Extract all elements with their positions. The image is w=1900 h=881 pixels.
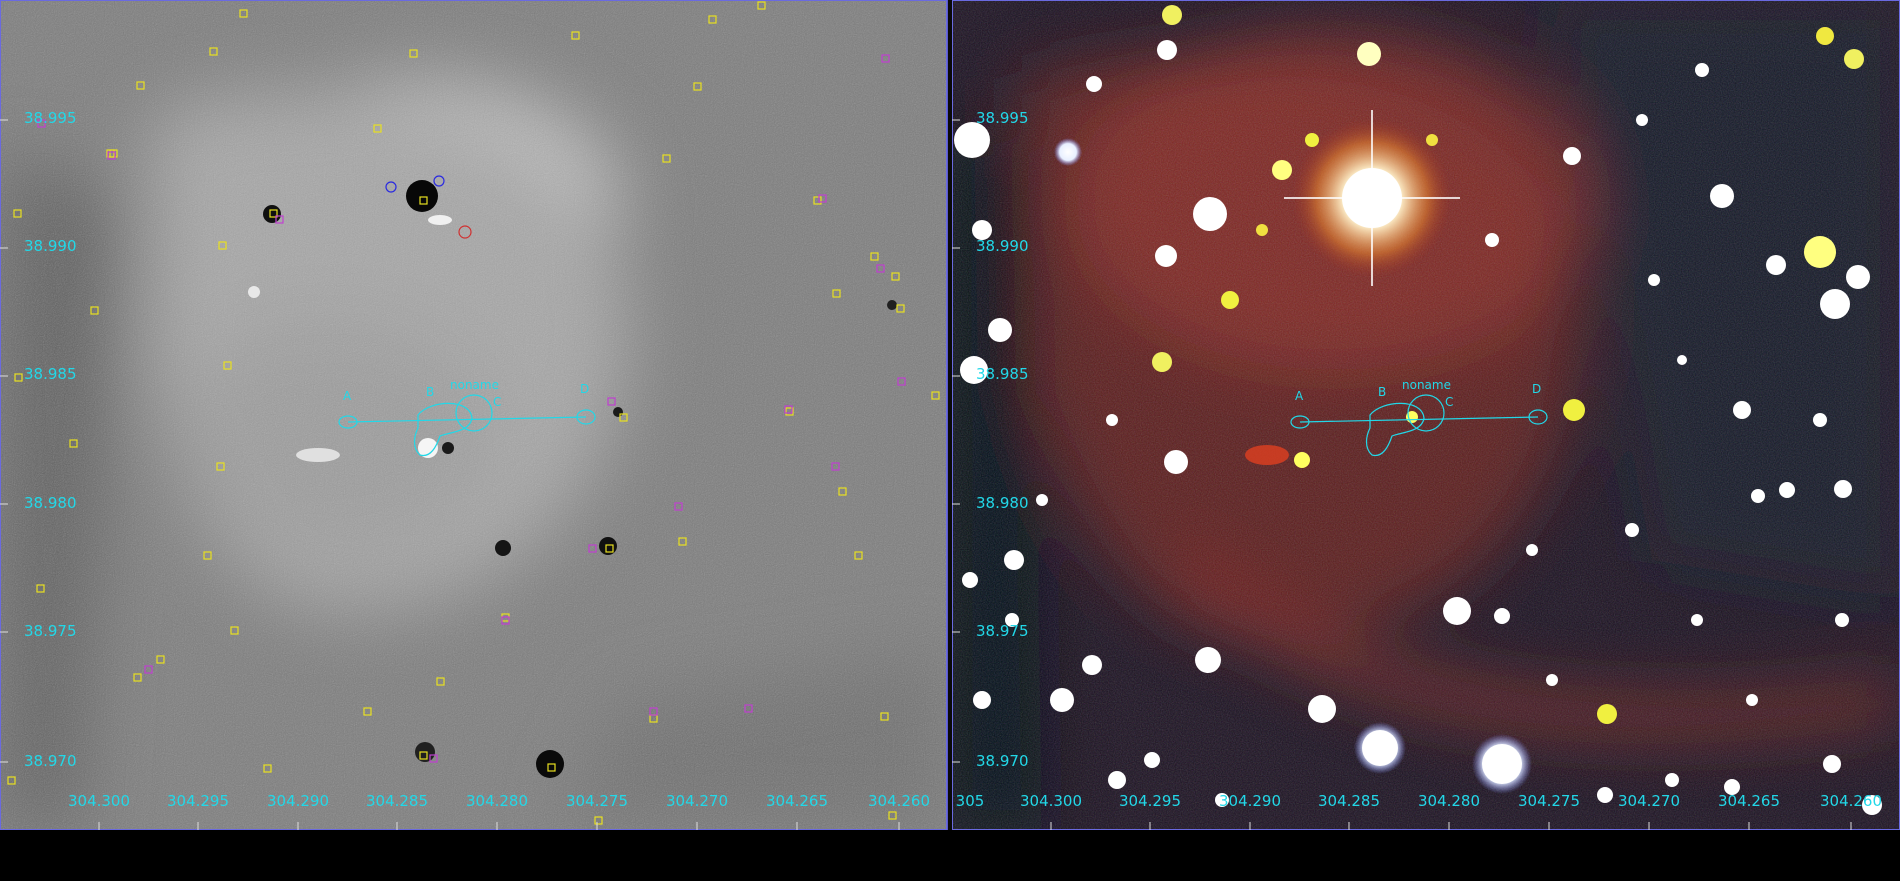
source-label-d: D <box>580 382 589 396</box>
ra-label: 304.275 <box>566 792 628 810</box>
dec-label: 38.975 <box>24 622 77 640</box>
catalog-box-markers <box>7 1 940 825</box>
source-region-overlay <box>338 394 596 457</box>
source-label-b: B <box>1378 385 1386 399</box>
dec-label: 38.985 <box>976 365 1029 383</box>
ra-label: 304.265 <box>1718 792 1780 810</box>
ra-label: 304.265 <box>766 792 828 810</box>
dec-label: 38.980 <box>24 494 77 512</box>
red-knot <box>1245 445 1289 465</box>
region-circle-red <box>458 225 472 239</box>
ra-label: 304.260 <box>1820 792 1882 810</box>
dec-label: 38.975 <box>976 622 1029 640</box>
ra-label: 304.270 <box>1618 792 1680 810</box>
dec-label: 38.980 <box>976 494 1029 512</box>
source-label-noname: noname <box>1402 378 1451 392</box>
ra-label: 304.280 <box>466 792 528 810</box>
color-composite-image: A B noname C D 38.995 38.990 38.985 38.9… <box>952 0 1900 830</box>
source-label-c: C <box>493 395 501 409</box>
ra-label: 304.290 <box>1219 792 1281 810</box>
ra-label: 304.270 <box>666 792 728 810</box>
color-image-panel[interactable]: A B noname C D 38.995 38.990 38.985 38.9… <box>952 0 1900 830</box>
ra-label: 304.300 <box>68 792 130 810</box>
dec-label: 38.970 <box>976 752 1029 770</box>
ra-label: 305 <box>956 792 985 810</box>
dec-label: 38.990 <box>24 237 77 255</box>
star-field <box>954 5 1882 815</box>
catalog-magenta-markers <box>37 54 906 763</box>
dec-label: 38.995 <box>24 109 77 127</box>
ra-label: 304.300 <box>1020 792 1082 810</box>
ra-label: 304.275 <box>1518 792 1580 810</box>
grayscale-image-panel[interactable]: A B noname C D <box>0 0 947 830</box>
source-label-a: A <box>343 389 352 403</box>
source-region-overlay <box>1290 394 1548 457</box>
source-label-a: A <box>1295 389 1304 403</box>
ra-label: 304.285 <box>1318 792 1380 810</box>
grayscale-image: A B noname C D <box>0 0 947 830</box>
dec-label: 38.970 <box>24 752 77 770</box>
ra-label: 304.295 <box>1119 792 1181 810</box>
ra-label: 304.260 <box>868 792 930 810</box>
source-label-b: B <box>426 385 434 399</box>
ra-label: 304.290 <box>267 792 329 810</box>
axis-ticks <box>0 119 900 830</box>
dec-label: 38.990 <box>976 237 1029 255</box>
source-label-c: C <box>1445 395 1453 409</box>
bottom-bar <box>0 830 1900 881</box>
frame-border <box>0 0 947 830</box>
region-circle-blue <box>433 175 445 187</box>
dec-label: 38.985 <box>24 365 77 383</box>
ra-label: 304.280 <box>1418 792 1480 810</box>
panel-divider <box>947 0 953 830</box>
ra-label: 304.285 <box>366 792 428 810</box>
axis-ticks <box>952 119 1852 830</box>
source-label-d: D <box>1532 382 1541 396</box>
bright-star <box>1284 110 1460 286</box>
ra-label: 304.295 <box>167 792 229 810</box>
source-label-noname: noname <box>450 378 499 392</box>
dec-label: 38.995 <box>976 109 1029 127</box>
region-circle-blue <box>385 181 397 193</box>
